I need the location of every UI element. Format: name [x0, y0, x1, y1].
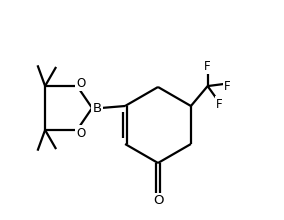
Text: B: B — [93, 101, 102, 114]
Text: F: F — [216, 98, 223, 111]
Text: O: O — [76, 77, 86, 90]
Text: F: F — [224, 80, 231, 93]
Text: F: F — [204, 60, 211, 73]
Text: O: O — [153, 194, 163, 207]
Text: O: O — [76, 126, 86, 139]
